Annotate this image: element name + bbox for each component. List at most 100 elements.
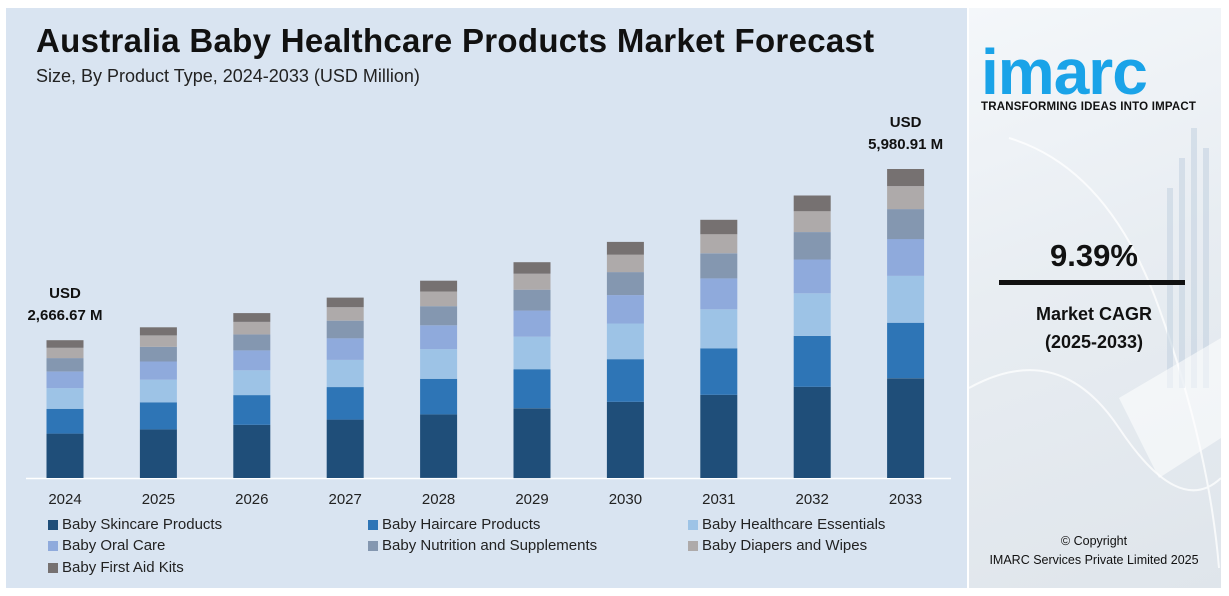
bar-segment-2026-baby-skincare-products: [233, 424, 271, 478]
side-panel: imarc TRANSFORMING IDEAS INTO IMPACT 9.3…: [969, 8, 1221, 588]
legend-item-baby-haircare-products: Baby Haircare Products: [368, 516, 540, 533]
bar-segment-2024-baby-healthcare-essentials: [46, 388, 84, 409]
stacked-bar-chart: 2024 2025 2026 2027 2028 2029 2030 2031 2032 2033…: [26, 114, 951, 508]
bar-segment-2025-baby-nutrition-and-supplements: [139, 346, 177, 362]
bar-segment-2029-baby-healthcare-essentials: [513, 336, 551, 370]
data-label-2033-line2: 5,980.91 M: [868, 136, 943, 153]
bar-segment-2024-baby-oral-care: [46, 371, 84, 389]
bar-segment-2033-baby-haircare-products: [887, 322, 925, 379]
bar-segment-2025-baby-first-aid-kits: [139, 327, 177, 336]
bar-segment-2031-baby-haircare-products: [700, 348, 738, 395]
legend-item-baby-oral-care: Baby Oral Care: [48, 537, 165, 554]
x-tick-label-2033: 2033: [889, 491, 922, 508]
data-label-2024-line2: 2,666.67 M: [27, 307, 102, 324]
bar-segment-2030-baby-first-aid-kits: [606, 241, 644, 255]
x-tick-label-2025: 2025: [142, 491, 175, 508]
bar-segment-2026-baby-nutrition-and-supplements: [233, 334, 271, 351]
bar-segment-2026-baby-haircare-products: [233, 395, 271, 425]
chart-subtitle: Size, By Product Type, 2024-2033 (USD Mi…: [36, 66, 420, 86]
legend-item-baby-first-aid-kits: Baby First Aid Kits: [48, 559, 184, 576]
bar-segment-2027-baby-first-aid-kits: [326, 297, 364, 308]
x-tick-label-2030: 2030: [609, 491, 642, 508]
bar-segment-2033-baby-diapers-and-wipes: [887, 186, 925, 210]
bar-segment-2024-baby-skincare-products: [46, 433, 84, 478]
bar-segment-2033-baby-nutrition-and-supplements: [887, 209, 925, 240]
bar-segment-2026-baby-oral-care: [233, 350, 271, 371]
bar-segment-2032-baby-first-aid-kits: [793, 195, 831, 212]
bar-segment-2029-baby-first-aid-kits: [513, 262, 551, 274]
x-tick-label-2026: 2026: [235, 491, 268, 508]
bar-segment-2025-baby-oral-care: [139, 361, 177, 380]
bar-segment-2032-baby-haircare-products: [793, 335, 831, 387]
bar-segment-2025-baby-healthcare-essentials: [139, 379, 177, 403]
bar-segment-2031-baby-skincare-products: [700, 394, 738, 478]
legend-label: Baby Nutrition and Supplements: [382, 537, 598, 554]
chart-title: Australia Baby Healthcare Products Marke…: [36, 22, 875, 59]
copyright-notice: © Copyright IMARC Services Private Limit…: [969, 532, 1219, 570]
legend-item-baby-nutrition-and-supplements: Baby Nutrition and Supplements: [368, 537, 597, 554]
bar-segment-2032-baby-healthcare-essentials: [793, 293, 831, 336]
bar-segment-2027-baby-healthcare-essentials: [326, 359, 364, 387]
bar-segment-2030-baby-haircare-products: [606, 359, 644, 402]
bar-segment-2033-baby-skincare-products: [887, 378, 925, 478]
legend-item-baby-skincare-products: Baby Skincare Products: [48, 516, 222, 533]
cagr-value: 9.39%: [1050, 238, 1138, 273]
legend-swatch: [48, 519, 58, 530]
bar-segment-2031-baby-diapers-and-wipes: [700, 234, 738, 254]
x-tick-label-2031: 2031: [702, 491, 735, 508]
bar-segment-2028-baby-haircare-products: [420, 378, 458, 415]
data-label-2033-line1: USD: [890, 114, 922, 131]
bar-segment-2024-baby-haircare-products: [46, 408, 84, 434]
bar-segment-2031-baby-oral-care: [700, 278, 738, 310]
imarc-logo: imarc: [981, 28, 1209, 108]
cagr-label-line2: (2025-2033): [1044, 332, 1144, 352]
x-tick-label-2032: 2032: [796, 491, 829, 508]
bar-segment-2026-baby-healthcare-essentials: [233, 370, 271, 396]
bar-segment-2029-baby-skincare-products: [513, 408, 551, 479]
x-tick-label-2027: 2027: [329, 491, 362, 508]
bar-segment-2028-baby-nutrition-and-supplements: [420, 306, 458, 326]
bar-segment-2030-baby-oral-care: [606, 295, 644, 324]
bar-segment-2033-baby-oral-care: [887, 239, 925, 276]
bar-segment-2030-baby-nutrition-and-supplements: [606, 272, 644, 296]
cagr-label-line1: Market CAGR: [1035, 304, 1153, 324]
bar-segment-2025-baby-haircare-products: [139, 402, 177, 430]
x-tick-label-2028: 2028: [422, 491, 455, 508]
brand-tagline: TRANSFORMING IDEAS INTO IMPACT: [981, 101, 1197, 113]
bar-segment-2031-baby-first-aid-kits: [700, 219, 738, 235]
legend-label: Baby First Aid Kits: [62, 559, 184, 576]
bar-segment-2032-baby-oral-care: [793, 259, 831, 294]
bar-segment-2028-baby-oral-care: [420, 325, 458, 350]
bar-segment-2025-baby-skincare-products: [139, 429, 177, 478]
bar-segment-2027-baby-oral-care: [326, 338, 364, 360]
bar-segment-2024-baby-first-aid-kits: [46, 340, 84, 348]
bar-segment-2033-baby-healthcare-essentials: [887, 276, 925, 323]
legend-label: Baby Haircare Products: [382, 516, 541, 533]
bar-segment-2027-baby-nutrition-and-supplements: [326, 320, 364, 339]
copyright-line2: IMARC Services Private Limited 2025: [989, 553, 1199, 567]
bar-segment-2032-baby-diapers-and-wipes: [793, 211, 831, 232]
legend-swatch: [368, 519, 378, 530]
bar-segment-2030-baby-skincare-products: [606, 401, 644, 478]
bar-segment-2028-baby-first-aid-kits: [420, 280, 458, 292]
legend-label: Baby Healthcare Essentials: [702, 516, 886, 533]
cagr-label: Market CAGR (2025-2033): [969, 300, 1219, 356]
bar-segment-2025-baby-diapers-and-wipes: [139, 335, 177, 347]
bar-segment-2029-baby-oral-care: [513, 310, 551, 337]
bar-segment-2028-baby-healthcare-essentials: [420, 349, 458, 379]
bar-segment-2027-baby-diapers-and-wipes: [326, 307, 364, 321]
legend-label: Baby Diapers and Wipes: [702, 537, 868, 554]
bar-segment-2032-baby-skincare-products: [793, 386, 831, 478]
bar-segment-2026-baby-diapers-and-wipes: [233, 322, 271, 335]
imarc-logo-text: imarc: [981, 36, 1147, 108]
copyright-line1: © Copyright: [1060, 534, 1128, 548]
bar-segment-2029-baby-diapers-and-wipes: [513, 273, 551, 290]
bar-segment-2033-baby-first-aid-kits: [887, 169, 925, 187]
bar-segment-2029-baby-nutrition-and-supplements: [513, 289, 551, 311]
bar-segment-2027-baby-skincare-products: [326, 419, 364, 478]
legend-swatch: [48, 562, 58, 573]
bar-segment-2028-baby-skincare-products: [420, 414, 458, 478]
background-chart-graphic: [969, 128, 1221, 569]
cagr-divider: [999, 280, 1185, 285]
bar-segment-2030-baby-healthcare-essentials: [606, 323, 644, 360]
